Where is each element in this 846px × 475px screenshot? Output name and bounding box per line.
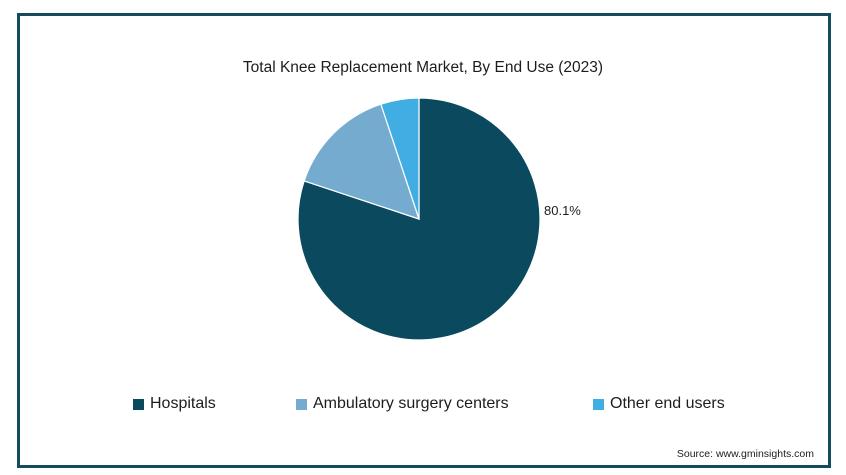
legend-label-other: Other end users bbox=[610, 395, 725, 412]
legend-swatch-hospitals bbox=[133, 398, 144, 410]
legend-item-hospitals: Hospitals bbox=[133, 395, 216, 413]
legend-label-hospitals: Hospitals bbox=[150, 395, 216, 412]
pie-slice-other-end-users bbox=[380, 97, 420, 220]
legend-label-ambulatory: Ambulatory surgery centers bbox=[313, 395, 509, 412]
legend: Hospitals Ambulatory surgery centers Oth… bbox=[0, 395, 846, 415]
legend-item-ambulatory: Ambulatory surgery centers bbox=[296, 395, 509, 413]
source-note: Source: www.gminsights.com bbox=[676, 448, 814, 460]
chart-title: Total Knee Replacement Market, By End Us… bbox=[242, 59, 604, 76]
legend-item-other: Other end users bbox=[593, 395, 725, 413]
data-label-hospitals: 80.1% bbox=[544, 203, 581, 218]
legend-swatch-ambulatory bbox=[296, 398, 307, 410]
legend-swatch-other bbox=[593, 398, 604, 410]
